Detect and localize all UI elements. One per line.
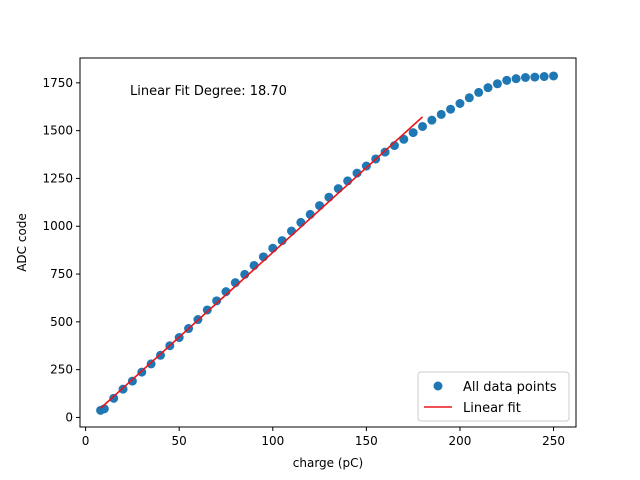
x-tick-label: 50 [172,434,187,448]
data-point [399,134,409,144]
y-tick-label: 1000 [42,219,73,233]
data-point [502,75,512,85]
x-tick-label: 200 [449,434,472,448]
data-point [427,115,437,125]
data-point [483,83,493,93]
linear-fit-line [100,116,424,409]
data-point [511,74,521,84]
data-point [446,104,456,114]
data-point [361,161,371,171]
data-point [315,201,325,211]
plot-marks [96,71,559,415]
x-axis-label: charge (pC) [293,456,363,470]
x-tick-label: 250 [542,434,565,448]
data-point [127,376,137,386]
legend-label-scatter: All data points [463,380,557,395]
data-point [146,359,156,369]
y-tick-label: 750 [50,267,73,281]
data-point [202,305,212,315]
data-point [436,109,446,119]
legend: All data points Linear fit [417,371,570,422]
data-point [455,99,465,109]
data-point [549,71,559,81]
data-point [520,73,530,83]
x-tick-label: 0 [82,434,90,448]
x-tick-label: 150 [355,434,378,448]
legend-label-line: Linear fit [463,401,521,416]
data-point [296,217,306,227]
data-point [492,79,502,89]
data-point [324,192,334,202]
data-point [109,393,119,403]
y-axis-ticks: 0 250 500 750 1000 1250 1500 1750 [42,76,80,424]
data-point [418,121,428,131]
y-axis-label: ADC code [15,213,29,272]
y-tick-label: 1500 [42,124,73,138]
y-tick-label: 1250 [42,171,73,185]
x-tick-label: 100 [261,434,284,448]
data-point [212,296,222,306]
data-point [539,72,549,82]
x-axis-ticks: 0 50 100 150 200 250 [82,427,565,448]
data-point [474,87,484,97]
data-point [221,287,231,297]
y-tick-label: 1750 [42,76,73,90]
data-point [464,93,474,103]
plot-frame [79,57,577,428]
data-point [352,168,362,178]
fit-annotation: Linear Fit Degree: 18.70 [130,84,287,99]
data-point [380,147,390,157]
data-point [287,226,297,236]
data-point [530,72,540,82]
data-point [333,184,343,194]
legend-box [417,371,570,422]
data-point [408,128,418,138]
y-tick-label: 250 [50,363,73,377]
legend-marker-scatter [433,381,443,391]
y-tick-label: 500 [50,315,73,329]
y-tick-label: 0 [65,410,73,424]
